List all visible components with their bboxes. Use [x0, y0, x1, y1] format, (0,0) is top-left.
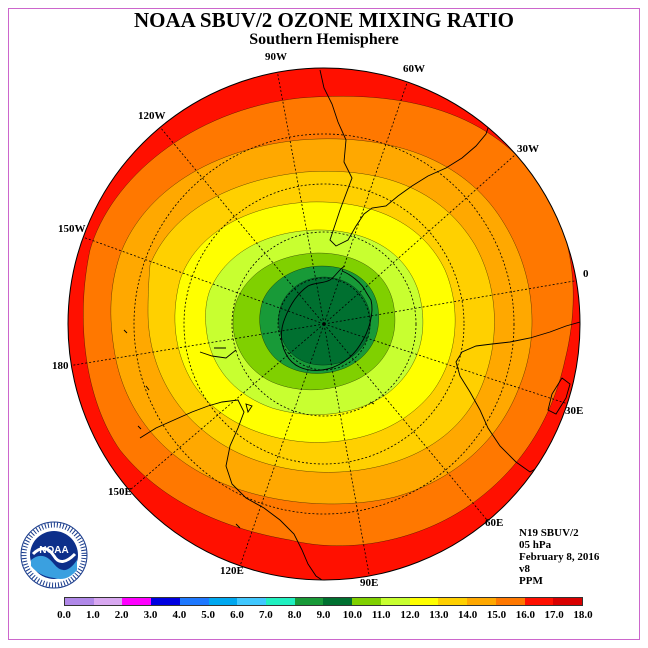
color-scale-swatch — [65, 598, 94, 605]
lon-label-150w: 150W — [58, 223, 86, 235]
color-scale-tick-label: 1.0 — [85, 609, 100, 621]
color-scale-tick-label: 5.0 — [201, 609, 216, 621]
color-scale-tick-label: 14.0 — [458, 609, 478, 621]
color-scale-tick-label: 2.0 — [114, 609, 129, 621]
antarctica-coastline — [280, 265, 373, 371]
lon-label-120e: 120E — [220, 565, 244, 577]
new-zealand-coastline — [199, 347, 237, 359]
lon-label-180: 180 — [52, 360, 69, 372]
lon-label-90w: 90W — [265, 51, 287, 63]
color-scale-tick-label: 10.0 — [342, 609, 362, 621]
tasmania-coastline — [245, 403, 253, 414]
color-scale-tick-label: 8.0 — [287, 609, 302, 621]
map-boundary — [67, 67, 581, 581]
color-scale-swatch — [208, 598, 238, 605]
color-scale-swatch — [438, 598, 468, 605]
color-scale-tick-label: 17.0 — [544, 609, 564, 621]
lon-label-30e: 30E — [565, 405, 584, 417]
color-scale-tick-label: 15.0 — [486, 609, 507, 621]
color-scale-tick-label: 13.0 — [429, 609, 449, 621]
coastlines — [123, 69, 580, 580]
color-scale-swatch — [237, 598, 267, 605]
color-scale-tick-label: 7.0 — [258, 609, 273, 621]
color-scale-tick-label: 12.0 — [400, 609, 420, 621]
lon-label-90e: 90E — [360, 577, 379, 589]
date-label: February 8, 2016 — [519, 551, 600, 563]
lon-label-30w: 30W — [517, 143, 539, 155]
chart-subtitle: Southern Hemisphere — [249, 31, 399, 48]
plot-frame — [8, 8, 640, 640]
color-scale-tick-label: 6.0 — [230, 609, 244, 621]
lon-label-150e: 150E — [108, 486, 132, 498]
color-scale-tick-label: 3.0 — [143, 609, 158, 621]
logo-text: NOAA — [39, 545, 68, 556]
metadata-block: N19 SBUV/2 05 hPa February 8, 2016 v8 PP… — [519, 527, 599, 587]
color-scale-swatch — [122, 598, 152, 605]
color-scale-swatch — [467, 598, 496, 605]
color-scale-swatch — [352, 598, 381, 605]
color-scale-swatch — [294, 598, 324, 605]
color-scale-tick-label: 18.0 — [573, 609, 593, 621]
color-scale-tick-label: 11.0 — [371, 609, 391, 621]
lon-label-0: 0 — [583, 268, 589, 280]
instrument-label: N19 SBUV/2 — [519, 527, 579, 539]
australia-coastline — [139, 399, 323, 580]
color-scale-swatch — [409, 598, 439, 605]
color-scale-swatch — [266, 598, 295, 605]
color-scale-swatch — [323, 598, 353, 605]
color-scale-swatch — [179, 598, 209, 605]
version-label: v8 — [519, 563, 530, 575]
lon-label-60w: 60W — [403, 63, 425, 75]
color-scale-swatch — [553, 598, 582, 605]
islands — [123, 329, 375, 529]
noaa-logo: NOAA — [20, 521, 88, 589]
units-label: PPM — [519, 575, 543, 587]
color-scale-tick-label: 9.0 — [316, 609, 331, 621]
color-scale-swatch — [93, 598, 123, 605]
pressure-level-label: 05 hPa — [519, 539, 552, 551]
south-america-coastline — [319, 69, 491, 247]
lon-label-120w: 120W — [138, 110, 166, 122]
color-scale-swatch — [151, 598, 180, 605]
color-scale-tick-label: 4.0 — [172, 609, 187, 621]
chart-title: NOAA SBUV/2 OZONE MIXING RATIO — [134, 8, 514, 32]
color-scale-tick-label: 16.0 — [515, 609, 535, 621]
color-scale-bar — [64, 597, 583, 606]
lat-lon-grid — [68, 69, 580, 580]
lon-label-60e: 60E — [485, 517, 504, 529]
color-scale-swatch — [524, 598, 554, 605]
madagascar-coastline — [547, 377, 571, 415]
color-scale-swatch — [380, 598, 410, 605]
color-scale-tick-label: 0.0 — [57, 609, 71, 621]
color-scale-swatch — [495, 598, 525, 605]
